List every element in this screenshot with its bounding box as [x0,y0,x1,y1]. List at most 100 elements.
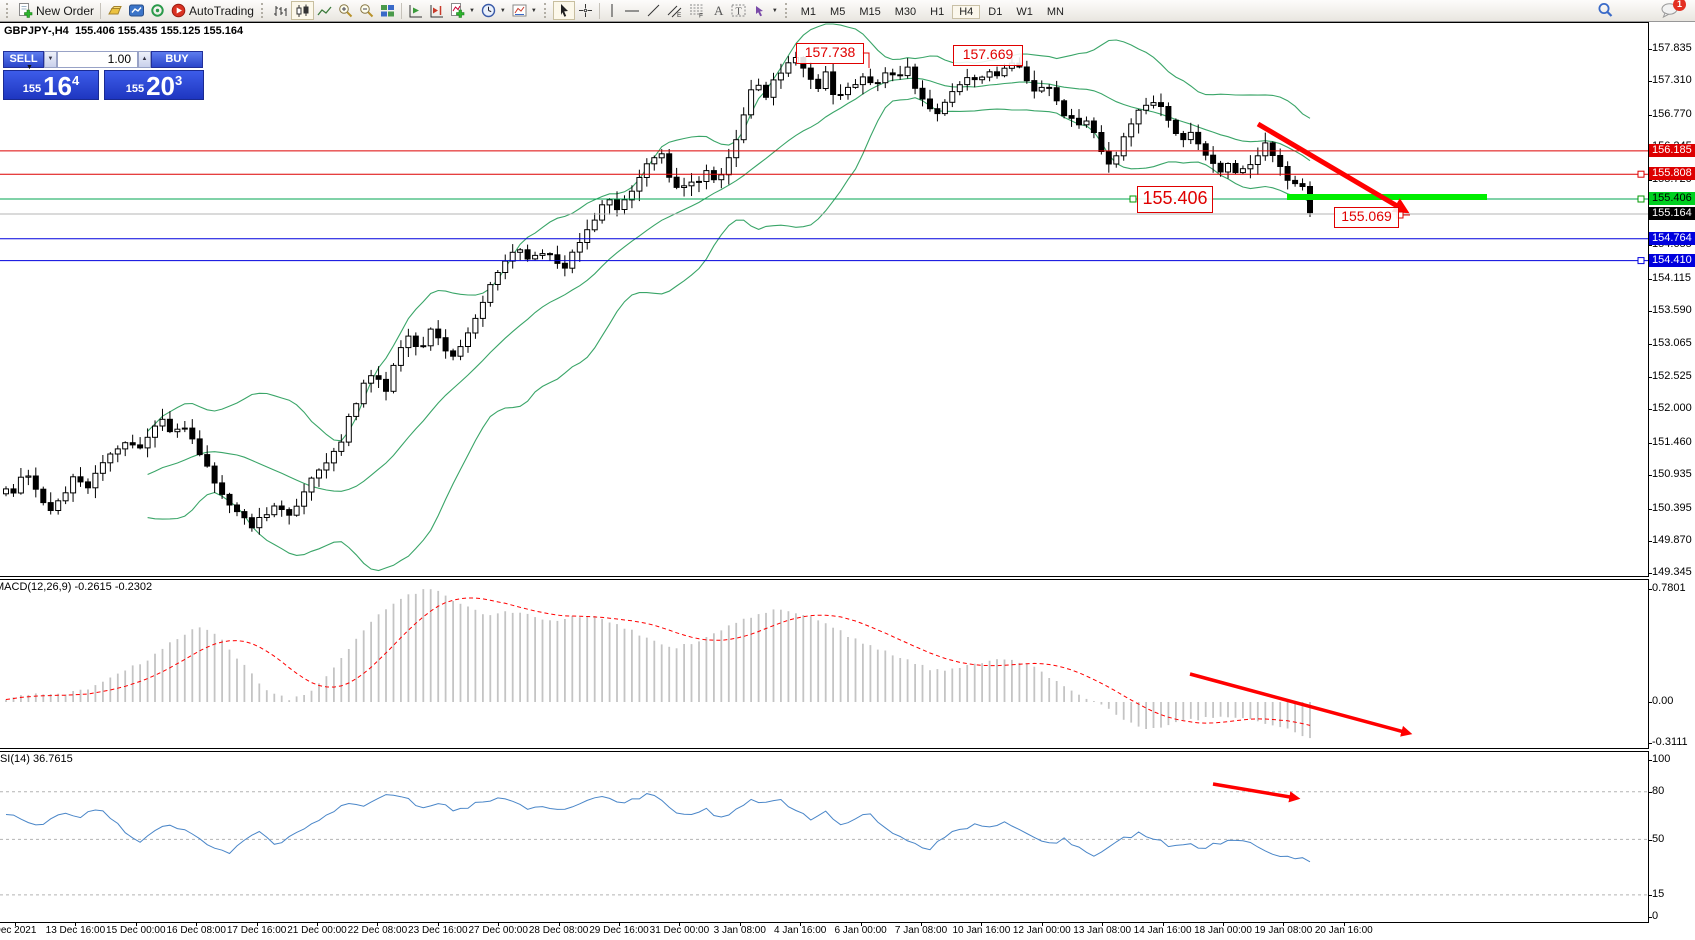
chart-ohlc-values: 155.406 155.435 155.125 155.164 [74,25,244,37]
templates-button[interactable]: ▼ [509,1,540,20]
price-annotation-155.406[interactable]: 155.406 [1137,186,1213,213]
candle [256,517,263,529]
candle [271,505,278,516]
time-axis-tick [135,922,137,926]
candle [718,174,725,181]
candle [465,332,471,347]
candle [1038,86,1045,92]
bid-price-box[interactable]: 155 16 4 [3,70,99,100]
new-order-button[interactable]: New Order [15,1,97,20]
tf-button-m5[interactable]: M5 [830,5,846,18]
equidistant-channel-button[interactable]: E [664,1,686,20]
chart-shift-button[interactable] [426,1,447,20]
highlight-bar-green[interactable] [1287,194,1487,200]
sell-button[interactable]: SELL [3,51,44,68]
text-label-button[interactable]: T [728,1,750,20]
price-annotation-155.069[interactable]: 155.069 [1334,207,1399,228]
auto-scroll-button[interactable] [405,1,426,20]
notifications-button[interactable]: 1 [1657,0,1686,20]
cursor-button[interactable] [552,1,575,20]
vertical-line-button[interactable] [603,1,621,20]
ask-price-box[interactable]: 155 20 3 [104,70,204,100]
tf-button-m1[interactable]: M1 [800,5,817,18]
bar-chart-button[interactable] [270,1,291,20]
candle [1225,163,1231,173]
object-handle[interactable] [1637,257,1645,265]
rsi-axis-label: 15 [1652,888,1665,900]
panel-collapse-marker[interactable]: ▼ [26,64,33,71]
candle [986,71,993,78]
tf-button-mn[interactable]: MN [1046,5,1064,18]
zoom-in-button[interactable] [335,1,356,20]
candle [62,492,69,502]
candle [1061,100,1068,117]
deposit-button[interactable] [104,1,126,20]
candle [815,78,822,90]
candle [330,450,337,464]
candle [1239,168,1246,174]
notification-bad­ge: 1 [1673,0,1686,11]
object-handle[interactable] [1637,170,1645,178]
crosshair-button[interactable] [575,1,596,20]
toolbar-grip[interactable] [260,3,266,18]
candle [1262,142,1269,157]
zoom-out-button[interactable] [356,1,377,20]
object-handle[interactable] [1129,195,1137,203]
trend-arrow-macd[interactable] [1189,672,1413,737]
price-annotation-157.669[interactable]: 157.669 [953,45,1023,66]
candle [308,477,315,493]
candle [599,204,606,221]
horizontal-line-button[interactable] [621,1,643,20]
volume-up-button[interactable]: ▲ [138,51,151,68]
tf-button-m15[interactable]: M15 [859,5,881,18]
candle [47,502,54,512]
autotrading-button[interactable]: AutoTrading [168,1,257,20]
search-button[interactable] [1594,1,1617,20]
volume-input[interactable]: 1.00 [57,51,138,68]
candle [830,71,837,96]
tf-button-h4[interactable]: H4 [952,4,981,19]
candle [1292,179,1299,185]
panel-separator[interactable] [0,576,1649,580]
time-axis-label: 3 Jan 08:00 [713,925,766,936]
candle [85,481,91,489]
buy-button[interactable]: BUY [151,51,203,68]
text-button[interactable]: A [708,1,728,20]
tf-button-h1[interactable]: H1 [930,5,945,18]
toolbar-grip[interactable] [6,3,11,18]
time-axis-tick [317,922,318,926]
candle [70,476,77,494]
trend-arrow-main[interactable] [1256,121,1410,214]
object-handle[interactable] [1637,195,1645,203]
tf-button-d1[interactable]: D1 [988,5,1003,18]
rsi-axis-label: 80 [1652,785,1665,797]
trend-arrow-rsi[interactable] [1212,782,1301,803]
candlestick-chart-button[interactable] [290,1,314,20]
signals-button[interactable] [147,1,168,20]
periods-button[interactable]: ▼ [478,1,509,20]
trendline-button[interactable] [643,1,664,20]
indicators-button[interactable]: ▼ [447,1,478,20]
toolbar-grip[interactable] [543,3,549,18]
tile-windows-button[interactable] [377,1,398,20]
arrows-button[interactable]: ▼ [750,1,781,20]
time-axis-tick [619,922,620,926]
tf-button-w1[interactable]: W1 [1016,5,1033,18]
price-annotation-157.738[interactable]: 157.738 [796,43,864,64]
candle [479,301,486,319]
line-chart-button[interactable] [314,1,335,20]
sell-dropdown-button[interactable]: ▼ [44,51,57,68]
zoom-out-icon [360,4,374,18]
publish-chart-button[interactable] [126,1,147,20]
time-axis-label: 4 Jan 16:00 [774,925,827,936]
candle [1120,136,1127,157]
candle [658,153,665,159]
candle [390,364,397,392]
fibonacci-button[interactable]: F [686,1,708,20]
gold-ingot-icon [108,6,122,15]
panel-separator[interactable] [0,748,1649,752]
candle [338,441,345,452]
toolbar-grip[interactable] [784,3,790,18]
tf-button-m30[interactable]: M30 [894,5,917,18]
time-axis-tick [558,922,560,926]
